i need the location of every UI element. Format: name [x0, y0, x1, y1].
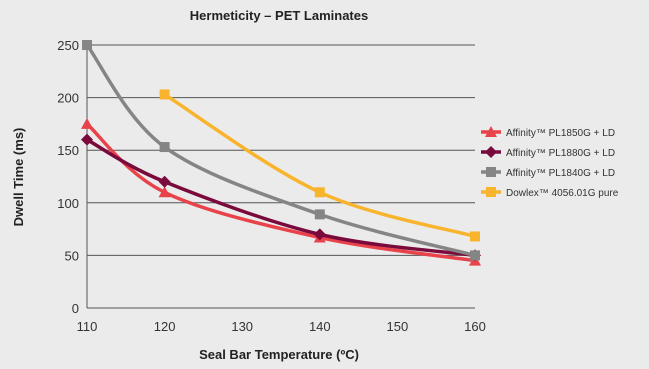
series-layer — [81, 40, 481, 266]
x-tick-label: 130 — [231, 319, 253, 334]
legend-swatch-marker — [485, 146, 497, 158]
data-point-marker — [159, 142, 170, 153]
x-ticks: 110 120 130 140 150 160 — [77, 319, 486, 334]
data-point-marker — [81, 117, 93, 129]
data-point-marker — [314, 187, 325, 198]
data-point-marker — [470, 231, 480, 242]
legend-item: Affinity™ PL1850G + LD — [481, 126, 615, 139]
legend-swatch-marker — [485, 126, 497, 137]
x-tick-label: 120 — [154, 319, 176, 334]
x-tick-label: 160 — [464, 319, 486, 334]
data-point-marker — [159, 89, 170, 100]
y-ticks: 0 50 100 150 200 250 — [57, 38, 79, 316]
y-tick-label: 50 — [65, 248, 79, 263]
x-axis-label: Seal Bar Temperature (ºC) — [199, 347, 359, 362]
x-tick-label: 110 — [77, 319, 98, 334]
series-3 — [82, 40, 480, 261]
data-point-marker — [314, 209, 325, 220]
data-point-marker — [158, 186, 171, 198]
data-point-marker — [470, 250, 480, 261]
legend-label: Dowlex™ 4056.01G pure — [506, 188, 619, 199]
legend-label: Affinity™ PL1840G + LD — [506, 168, 615, 179]
legend-item: Dowlex™ 4056.01G pure — [481, 187, 619, 199]
y-axis-label: Dwell Time (ms) — [11, 128, 26, 227]
legend-item: Affinity™ PL1880G + LD — [481, 146, 615, 159]
legend-label: Affinity™ PL1850G + LD — [506, 128, 615, 139]
legend: Affinity™ PL1850G + LD Affinity™ PL1880G … — [481, 126, 619, 199]
series-line — [85, 137, 477, 258]
legend-swatch-marker — [486, 187, 496, 197]
y-tick-label: 250 — [57, 38, 79, 53]
y-tick-label: 200 — [57, 91, 79, 106]
grid — [86, 44, 475, 309]
series-line — [85, 43, 477, 258]
x-tick-label: 150 — [387, 319, 409, 334]
data-point-marker — [82, 40, 92, 50]
y-tick-label: 150 — [57, 143, 79, 158]
legend-item: Affinity™ PL1840G + LD — [481, 167, 615, 179]
data-point-marker — [81, 133, 93, 146]
data-point-marker — [313, 228, 326, 241]
legend-label: Affinity™ PL1880G + LD — [506, 148, 615, 159]
chart-title: Hermeticity – PET Laminates — [190, 8, 368, 23]
y-tick-label: 100 — [57, 196, 79, 211]
legend-swatch-marker — [486, 167, 496, 177]
x-tick-label: 140 — [309, 319, 331, 334]
data-point-marker — [158, 175, 171, 188]
y-tick-label: 0 — [72, 301, 79, 316]
series-4 — [159, 89, 480, 242]
